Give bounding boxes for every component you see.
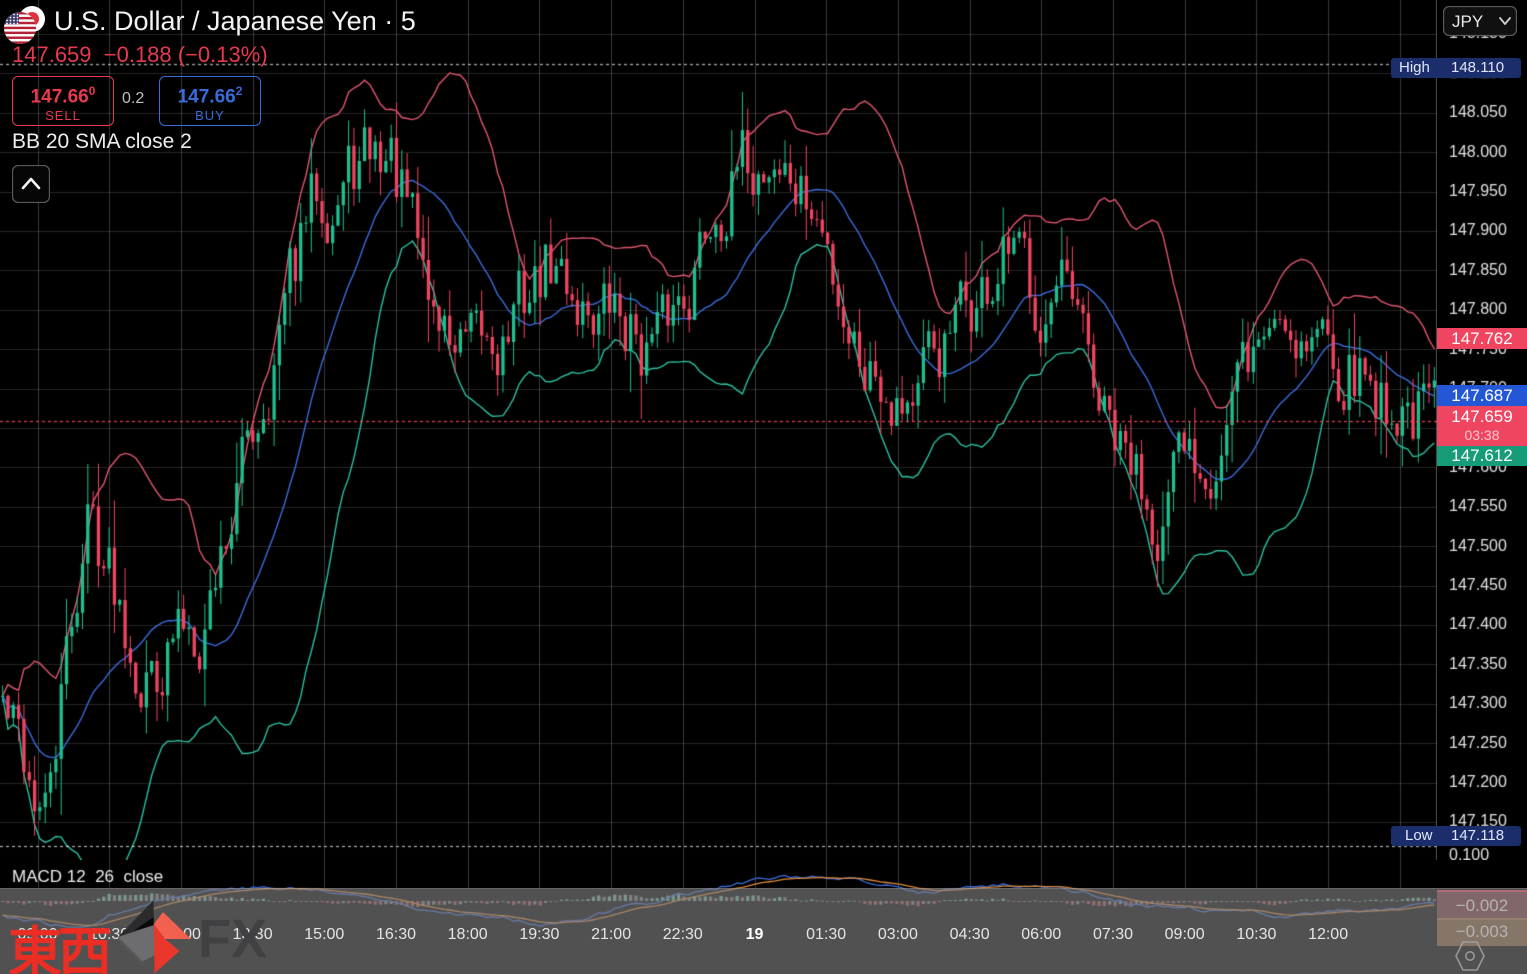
svg-text:JPY: JPY <box>1452 12 1483 31</box>
